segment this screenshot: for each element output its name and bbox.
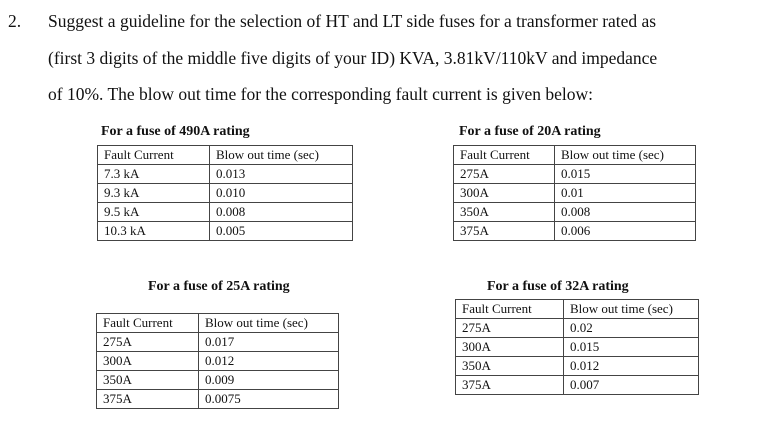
header-cell: Fault Current: [455, 299, 564, 319]
header-cell: Fault Current: [453, 145, 555, 165]
data-cell: 0.013: [209, 164, 353, 184]
fuse-table: Fault Current Blow out time (sec) 275A 0.01…: [453, 145, 696, 241]
question-line: of 10%. The blow out time for the corres…: [48, 84, 593, 104]
question-number: 2.: [8, 11, 22, 31]
header-cell: Fault Current: [97, 145, 210, 165]
data-cell: 275A: [96, 332, 199, 352]
header-cell: Blow out time (sec): [563, 299, 699, 319]
data-cell: 0.015: [554, 164, 696, 184]
data-row: 10.3 kA 0.005: [97, 221, 353, 241]
table-caption: For a fuse of 490A rating: [101, 124, 250, 139]
fuse-table: Fault Current Blow out time (sec) 7.3 kA 0.…: [97, 145, 353, 241]
data-cell: 0.0075: [198, 389, 339, 409]
data-row: 275A 0.015: [453, 164, 696, 184]
data-cell: 0.017: [198, 332, 339, 352]
data-cell: 0.007: [563, 375, 699, 395]
data-row: 350A 0.009: [96, 370, 339, 390]
fuse-table: Fault Current Blow out time (sec) 275A 0.01…: [96, 313, 339, 409]
data-row: 350A 0.008: [453, 202, 696, 222]
data-cell: 0.012: [563, 356, 699, 376]
header-cell: Fault Current: [96, 313, 199, 333]
data-cell: 0.005: [209, 221, 353, 241]
data-cell: 275A: [453, 164, 555, 184]
data-cell: 0.012: [198, 351, 339, 371]
header-row: Fault Current Blow out time (sec): [453, 145, 696, 165]
data-cell: 0.02: [563, 318, 699, 338]
data-cell: 0.015: [563, 337, 699, 357]
data-row: 375A 0.006: [453, 221, 696, 241]
header-row: Fault Current Blow out time (sec): [455, 299, 699, 319]
data-row: 300A 0.015: [455, 337, 699, 357]
data-cell: 10.3 kA: [97, 221, 210, 241]
data-cell: 350A: [453, 202, 555, 222]
data-row: 350A 0.012: [455, 356, 699, 376]
data-row: 300A 0.01: [453, 183, 696, 203]
data-row: 375A 0.0075: [96, 389, 339, 409]
data-cell: 375A: [453, 221, 555, 241]
data-cell: 0.006: [554, 221, 696, 241]
data-cell: 0.010: [209, 183, 353, 203]
header-cell: Blow out time (sec): [554, 145, 696, 165]
table-caption: For a fuse of 25A rating: [148, 279, 290, 294]
data-row: 275A 0.02: [455, 318, 699, 338]
question-line: (first 3 digits of the middle five digit…: [48, 48, 658, 68]
data-cell: 350A: [455, 356, 564, 376]
table-caption: For a fuse of 32A rating: [487, 279, 629, 294]
fuse-table: Fault Current Blow out time (sec) 275A 0.02…: [455, 299, 699, 395]
header-row: Fault Current Blow out time (sec): [96, 313, 339, 333]
data-row: 9.3 kA 0.010: [97, 183, 353, 203]
data-cell: 0.008: [209, 202, 353, 222]
data-cell: 9.5 kA: [97, 202, 210, 222]
data-cell: 375A: [96, 389, 199, 409]
data-cell: 7.3 kA: [97, 164, 210, 184]
data-row: 300A 0.012: [96, 351, 339, 371]
header-cell: Blow out time (sec): [209, 145, 353, 165]
data-cell: 300A: [96, 351, 199, 371]
header-row: Fault Current Blow out time (sec): [97, 145, 353, 165]
data-row: 9.5 kA 0.008: [97, 202, 353, 222]
data-cell: 300A: [453, 183, 555, 203]
data-row: 275A 0.017: [96, 332, 339, 352]
header-cell: Blow out time (sec): [198, 313, 339, 333]
data-cell: 0.01: [554, 183, 696, 203]
data-cell: 375A: [455, 375, 564, 395]
data-row: 375A 0.007: [455, 375, 699, 395]
table-caption: For a fuse of 20A rating: [459, 124, 601, 139]
data-row: 7.3 kA 0.013: [97, 164, 353, 184]
data-cell: 9.3 kA: [97, 183, 210, 203]
data-cell: 0.008: [554, 202, 696, 222]
question-line: Suggest a guideline for the selection of…: [48, 11, 657, 31]
data-cell: 300A: [455, 337, 564, 357]
data-cell: 275A: [455, 318, 564, 338]
data-cell: 0.009: [198, 370, 339, 390]
data-cell: 350A: [96, 370, 199, 390]
